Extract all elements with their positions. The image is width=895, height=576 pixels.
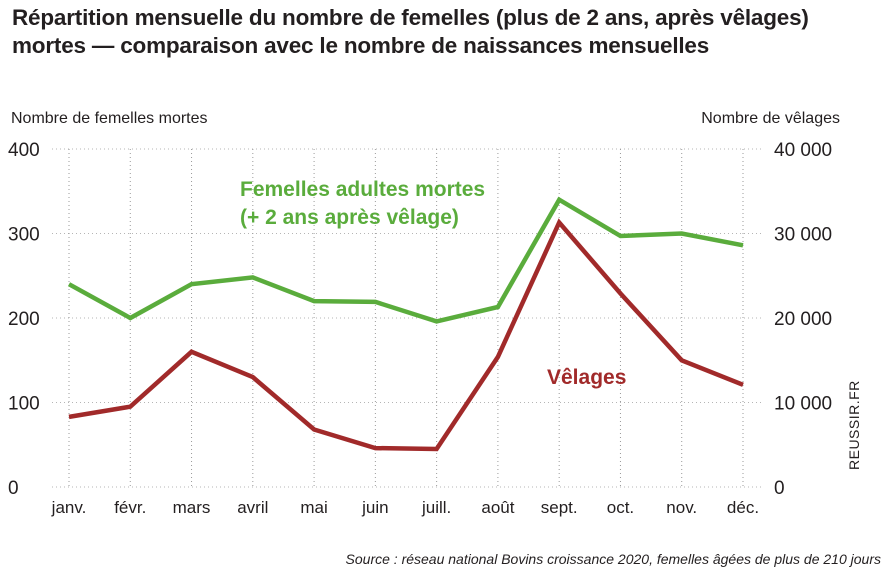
tick-labels: 400 300 200 100 0 40 000 30 000 20 000 10 000 0 ja… — [8, 140, 832, 517]
x-tick-label: févr. — [114, 498, 146, 517]
x-tick-label: nov. — [666, 498, 697, 517]
x-tick-label: juill. — [421, 498, 451, 517]
x-tick-label: juin — [361, 498, 388, 517]
x-tick-label: déc. — [727, 498, 759, 517]
x-tick-label: mars — [173, 498, 211, 517]
x-tick-label: sept. — [541, 498, 578, 517]
right-axis-label: Nombre de vêlages — [701, 110, 840, 127]
series-lines — [67, 196, 744, 452]
credit-watermark: REUSSIR.FR — [846, 380, 862, 470]
right-tick-label: 0 — [774, 478, 785, 499]
series-line-femelles — [67, 196, 744, 324]
chart-title: Répartition mensuelle du nombre de femel… — [12, 4, 872, 60]
series-line-velages — [68, 218, 744, 452]
left-tick-label: 200 — [8, 309, 40, 330]
series-labels: Femelles adultes mortes (+ 2 ans après vê… — [240, 178, 626, 389]
left-tick-label: 300 — [8, 225, 40, 246]
right-tick-label: 40 000 — [774, 140, 832, 161]
left-tick-label: 100 — [8, 394, 40, 415]
left-axis-label: Nombre de femelles mortes — [11, 110, 208, 127]
x-tick-label: août — [481, 498, 514, 517]
left-tick-label: 0 — [8, 478, 19, 499]
left-tick-label: 400 — [8, 140, 40, 161]
right-tick-label: 30 000 — [774, 225, 832, 246]
x-tick-label: avril — [237, 498, 268, 517]
x-tick-label: mai — [300, 498, 327, 517]
grid-lines — [52, 148, 762, 488]
right-tick-label: 20 000 — [774, 309, 832, 330]
chart-title-line-2: mortes — comparaison avec le nombre de n… — [12, 33, 710, 58]
x-tick-label: janv. — [51, 498, 87, 517]
source-note: Source : réseau national Bovins croissan… — [345, 551, 881, 567]
series-label-femelles: Femelles adultes mortes — [240, 178, 485, 201]
x-tick-label: oct. — [607, 498, 634, 517]
series-label-femelles: (+ 2 ans après vêlage) — [240, 206, 459, 229]
series-label-velages: Vêlages — [547, 366, 626, 389]
right-tick-label: 10 000 — [774, 394, 832, 415]
chart-title-line-1: Répartition mensuelle du nombre de femel… — [12, 5, 809, 30]
